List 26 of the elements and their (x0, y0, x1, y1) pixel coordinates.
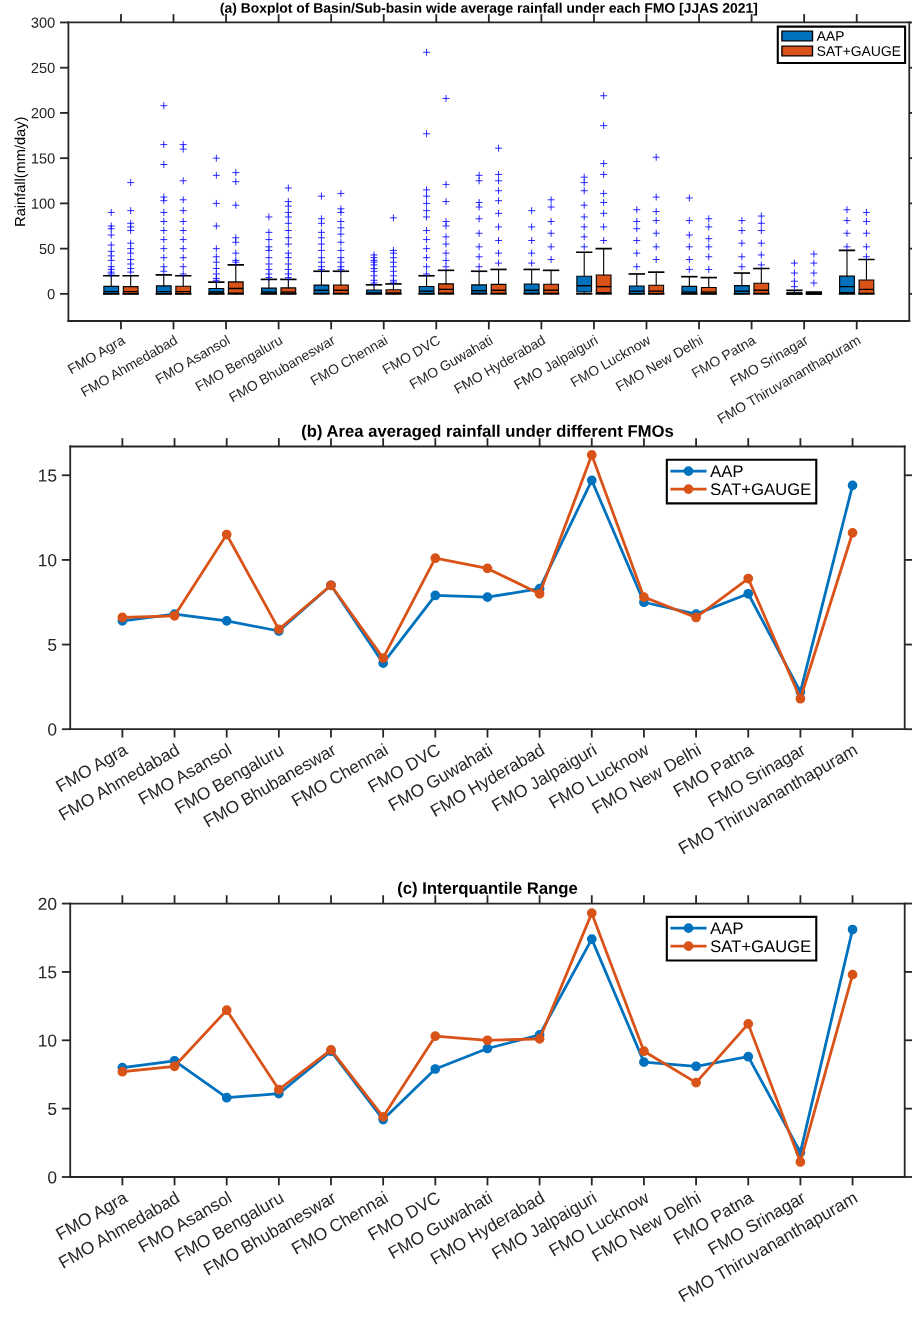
chart-title: (a) Boxplot of Basin/Sub-basin wide average rainfall under each FMO [JJAS 2021] (220, 2, 758, 16)
y-tick-label: 250 (31, 62, 55, 74)
y-tick-label: 10 (39, 554, 57, 567)
legend-label: AAP (816, 31, 844, 41)
y-tick-label: 200 (31, 108, 55, 119)
y-tick-label: 50 (39, 243, 55, 255)
y-tick-label: 0 (48, 1171, 57, 1184)
y-tick-label: 10 (39, 1034, 57, 1047)
y-tick-label: 5 (48, 1103, 57, 1116)
y-tick-label: 0 (47, 288, 55, 300)
legend-label: SAT+GAUGE (817, 46, 901, 57)
y-tick-label: 15 (39, 966, 57, 979)
y-tick-label: 0 (48, 723, 57, 736)
chart-title: (c) Interquantile Range (398, 881, 578, 898)
chart-title: (b) Area averaged rainfall under different FMOs (302, 424, 674, 441)
y-tick-label: 100 (31, 198, 55, 209)
y-tick-label: 15 (39, 469, 57, 482)
legend-label: AAP (710, 922, 743, 934)
legend-label: SAT+GAUGE (710, 940, 811, 953)
y-axis-title: Rainfall(mm/day) (14, 117, 29, 226)
y-tick-label: 20 (38, 897, 57, 911)
y-tick-label: 300 (31, 17, 55, 28)
y-tick-label: 150 (31, 153, 55, 164)
legend-label: SAT+GAUGE (710, 483, 811, 496)
y-tick-label: 5 (48, 638, 57, 652)
legend-label: AAP (710, 465, 743, 477)
